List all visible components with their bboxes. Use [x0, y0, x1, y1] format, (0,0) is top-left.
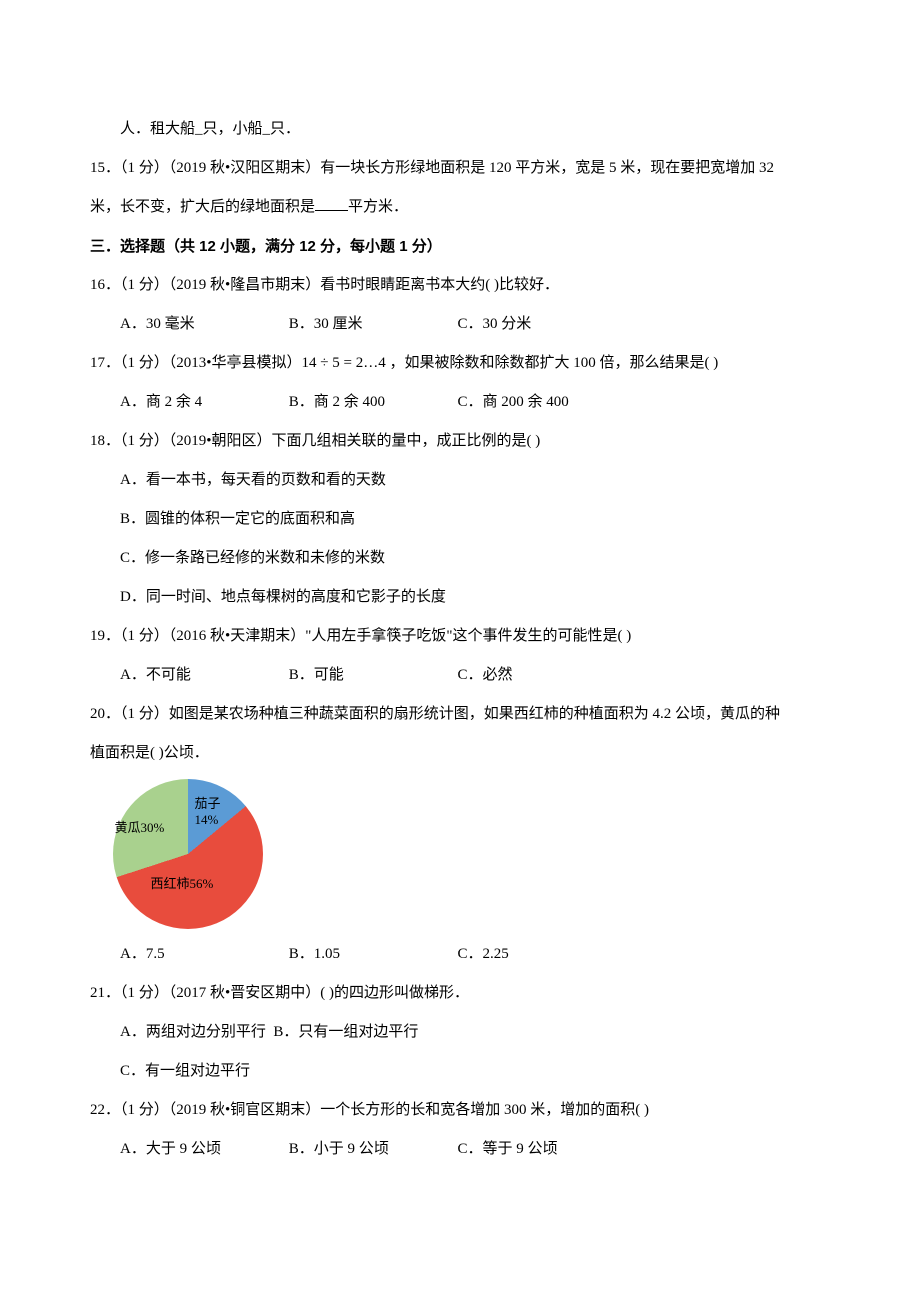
pie-label-tomato: 西红柿56% [151, 877, 214, 890]
q17-option-a[interactable]: A．商 2 余 4 [120, 383, 285, 422]
q21-stem: 21．（1 分）（2017 秋•晋安区期中）( )的四边形叫做梯形． [90, 974, 830, 1013]
pie-label-eggplant-pct: 14% [195, 813, 219, 826]
q18-option-b[interactable]: B．圆锥的体积一定它的底面积和高 [120, 500, 830, 539]
q19-options: A．不可能 B．可能 C．必然 [90, 656, 830, 695]
pie-circle [113, 779, 263, 929]
q15-text-after: 平方米． [348, 199, 408, 215]
q21-options: A．两组对边分别平行 B．只有一组对边平行 C．有一组对边平行 [90, 1013, 830, 1091]
q20-option-a[interactable]: A．7.5 [120, 935, 285, 974]
q20-pie-chart: 茄子 14% 黄瓜30% 西红柿56% [90, 773, 830, 935]
q16-options: A．30 毫米 B．30 厘米 C．30 分米 [90, 305, 830, 344]
q18-option-c[interactable]: C．修一条路已经修的米数和未修的米数 [120, 539, 830, 578]
q18-options: A．看一本书，每天看的页数和看的天数 B．圆锥的体积一定它的底面积和高 C．修一… [90, 461, 830, 617]
q17-stem: 17．（1 分）（2013•华亭县模拟）14 ÷ 5 = 2…4 ，如果被除数和… [90, 344, 830, 383]
q21-option-ab-row: A．两组对边分别平行 B．只有一组对边平行 [120, 1013, 830, 1052]
q19-option-a[interactable]: A．不可能 [120, 656, 285, 695]
q14-trail-text: 人．租大船_只，小船_只． [90, 110, 830, 149]
q16-option-a[interactable]: A．30 毫米 [120, 305, 285, 344]
pie-label-eggplant: 茄子 [195, 797, 221, 810]
section-3-heading: 三．选择题（共 12 小题，满分 12 分，每小题 1 分） [90, 227, 830, 266]
q20-stem-line1: 20．（1 分）如图是某农场种植三种蔬菜面积的扇形统计图，如果西红柿的种植面积为… [90, 695, 830, 734]
q21-option-b[interactable]: B．只有一组对边平行 [273, 1024, 418, 1040]
q19-option-b[interactable]: B．可能 [289, 656, 454, 695]
q17-options: A．商 2 余 4 B．商 2 余 400 C．商 200 余 400 [90, 383, 830, 422]
q15-line1: 15．（1 分）（2019 秋•汉阳区期末）有一块长方形绿地面积是 120 平方… [90, 149, 830, 188]
q19-option-c[interactable]: C．必然 [458, 656, 513, 695]
q15-text-before: 米，长不变，扩大后的绿地面积是 [90, 199, 315, 215]
q18-option-d[interactable]: D．同一时间、地点每棵树的高度和它影子的长度 [120, 578, 830, 617]
q16-stem: 16．（1 分）（2019 秋•隆昌市期末）看书时眼睛距离书本大约( )比较好． [90, 266, 830, 305]
q19-stem: 19．（1 分）（2016 秋•天津期末）"人用左手拿筷子吃饭"这个事件发生的可… [90, 617, 830, 656]
q20-option-c[interactable]: C．2.25 [458, 935, 509, 974]
exam-page: 人．租大船_只，小船_只． 15．（1 分）（2019 秋•汉阳区期末）有一块长… [0, 0, 920, 1302]
q22-stem: 22．（1 分）（2019 秋•铜官区期末）一个长方形的长和宽各增加 300 米… [90, 1091, 830, 1130]
q20-stem-line2: 植面积是( )公顷． [90, 734, 830, 773]
q17-option-c[interactable]: C．商 200 余 400 [458, 383, 569, 422]
q20-option-b[interactable]: B．1.05 [289, 935, 454, 974]
q21-option-a[interactable]: A．两组对边分别平行 [120, 1024, 266, 1040]
q22-option-b[interactable]: B．小于 9 公顷 [289, 1130, 454, 1169]
q15-blank[interactable] [315, 195, 348, 211]
q18-stem: 18．（1 分）（2019•朝阳区）下面几组相关联的量中，成正比例的是( ) [90, 422, 830, 461]
q16-option-c[interactable]: C．30 分米 [458, 305, 532, 344]
q16-option-b[interactable]: B．30 厘米 [289, 305, 454, 344]
pie-label-cucumber: 黄瓜30% [115, 821, 165, 834]
q21-option-c[interactable]: C．有一组对边平行 [120, 1052, 830, 1091]
q22-options: A．大于 9 公顷 B．小于 9 公顷 C．等于 9 公顷 [90, 1130, 830, 1169]
pie-container: 茄子 14% 黄瓜30% 西红柿56% [113, 779, 263, 929]
q17-option-b[interactable]: B．商 2 余 400 [289, 383, 454, 422]
q18-option-a[interactable]: A．看一本书，每天看的页数和看的天数 [120, 461, 830, 500]
q22-option-a[interactable]: A．大于 9 公顷 [120, 1130, 285, 1169]
q22-option-c[interactable]: C．等于 9 公顷 [458, 1130, 558, 1169]
q15-line2: 米，长不变，扩大后的绿地面积是 平方米． [90, 188, 830, 227]
q20-options: A．7.5 B．1.05 C．2.25 [90, 935, 830, 974]
